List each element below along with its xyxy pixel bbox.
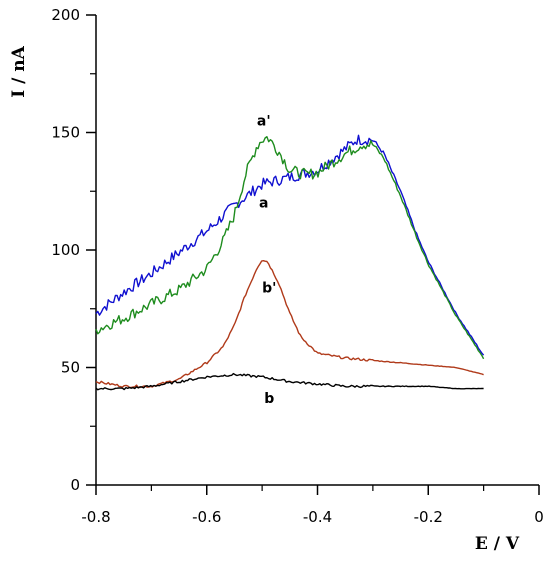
series-group — [95, 134, 485, 391]
y-tick-label: 50 — [61, 359, 80, 377]
curve-label: a' — [257, 113, 271, 129]
y-axis-title: I / nA — [9, 45, 29, 97]
axes — [95, 15, 539, 486]
y-tick-label: 100 — [51, 241, 80, 259]
x-tick-label: 0 — [534, 508, 544, 526]
curve-label: b — [264, 391, 274, 407]
x-tick-label: -0.4 — [303, 508, 332, 526]
curve-label: a — [259, 196, 268, 212]
annotations: a' a b' b — [257, 113, 277, 406]
ticks: 0 50 100 150 200 -0.8 -0.6 -0.4 -0.2 0 — [51, 6, 543, 526]
x-axis-title: E / V — [475, 534, 520, 554]
series-line-a-prime — [95, 136, 485, 360]
series-line-b-prime — [95, 260, 484, 389]
series-line-b — [95, 372, 484, 391]
y-tick-label: 150 — [51, 124, 80, 142]
y-tick-label: 0 — [70, 476, 80, 494]
x-tick-label: -0.2 — [414, 508, 443, 526]
series-line-a — [95, 134, 485, 356]
x-tick-label: -0.8 — [81, 508, 110, 526]
x-tick-label: -0.6 — [192, 508, 221, 526]
y-tick-label: 200 — [51, 6, 80, 24]
curve-label: b' — [262, 280, 276, 296]
